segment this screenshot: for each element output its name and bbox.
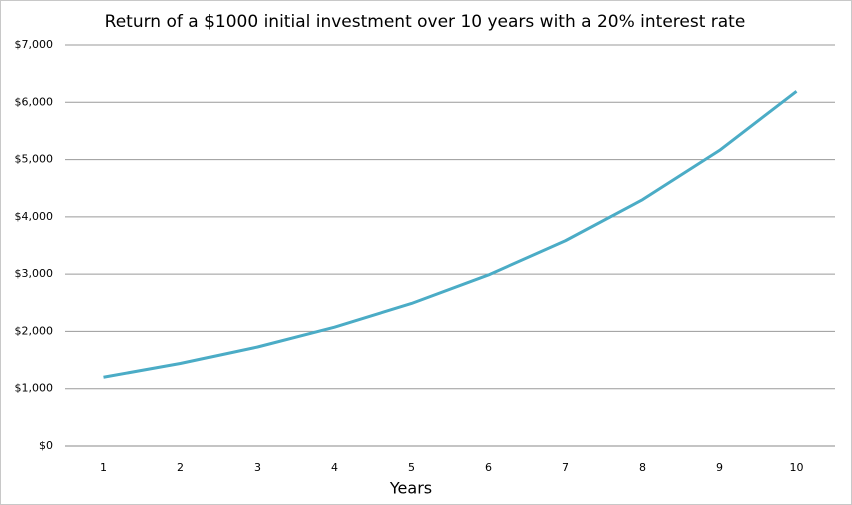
x-tick-label: 7 xyxy=(562,461,569,474)
y-tick-label: $6,000 xyxy=(15,95,54,108)
y-tick-label: $5,000 xyxy=(15,153,54,166)
y-tick-label: $0 xyxy=(39,439,53,452)
x-tick-label: 10 xyxy=(790,461,804,474)
y-tick-label: $3,000 xyxy=(15,267,54,280)
x-tick-label: 3 xyxy=(254,461,261,474)
chart-title: Return of a $1000 initial investment ove… xyxy=(105,12,746,32)
x-tick-label: 8 xyxy=(639,461,646,474)
x-tick-label: 9 xyxy=(716,461,723,474)
x-tick-label: 1 xyxy=(100,461,107,474)
y-tick-label: $1,000 xyxy=(15,382,54,395)
x-tick-label: 5 xyxy=(408,461,415,474)
x-axis-label: Years xyxy=(389,479,432,498)
y-tick-label: $7,000 xyxy=(15,38,54,51)
y-tick-label: $4,000 xyxy=(15,210,54,223)
y-tick-label: $2,000 xyxy=(15,324,54,337)
data-line xyxy=(103,90,798,379)
x-tick-label: 6 xyxy=(485,461,492,474)
x-tick-label: 2 xyxy=(177,461,184,474)
x-tick-label: 4 xyxy=(331,461,338,474)
